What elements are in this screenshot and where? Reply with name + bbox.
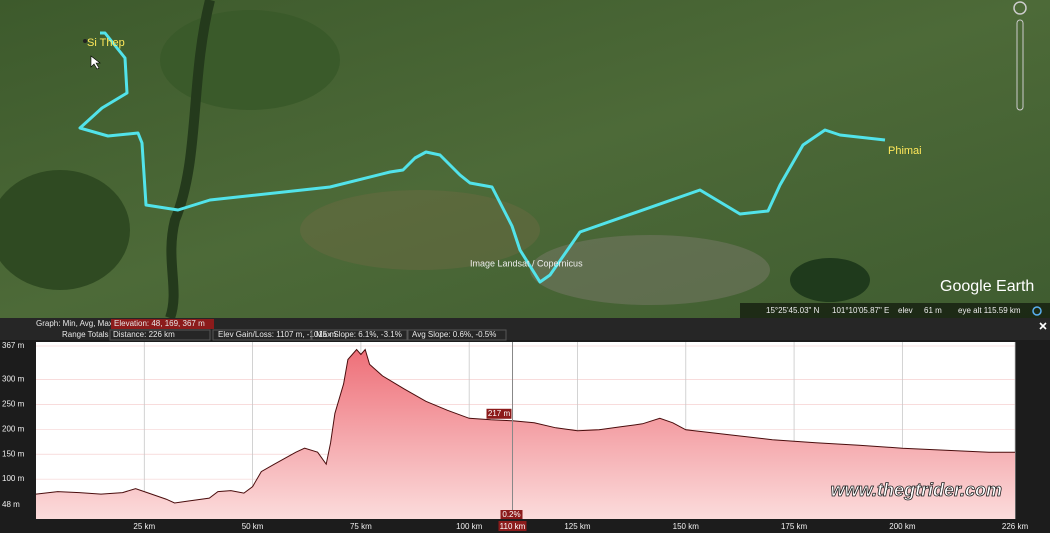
x-tick-label: 150 km	[673, 522, 700, 531]
stat-box	[109, 329, 211, 341]
elevation-profile[interactable]: 217 m 0.2%	[35, 342, 1016, 519]
stat-box	[407, 329, 507, 341]
eye-altitude: eye alt 115.59 km	[958, 306, 1021, 315]
terrain	[160, 10, 340, 110]
x-tick-label: 25 km	[133, 522, 155, 531]
elev: 61 m	[924, 306, 942, 315]
compass[interactable]	[1013, 1, 1027, 15]
close-button[interactable]	[1039, 322, 1047, 330]
y-tick-label: 200 m	[2, 424, 25, 433]
zoom-slider[interactable]	[1016, 19, 1024, 111]
reservoir	[790, 258, 870, 302]
y-tick-label: 300 m	[2, 375, 25, 384]
urban-area	[530, 235, 770, 305]
latitude: 15°25'45.03" N	[766, 306, 820, 315]
cursor-distance-box	[498, 521, 527, 531]
elev-label: elev	[898, 306, 913, 315]
x-tick-label: 175 km	[781, 522, 808, 531]
graph-label: Graph: Min, Avg, Max	[36, 319, 113, 328]
y-tick-label: 150 m	[2, 449, 25, 458]
mouse-cursor	[90, 55, 101, 70]
avg-slope: Avg Slope: 0.6%, -0.5%	[412, 330, 496, 339]
streaming-indicator	[1032, 306, 1042, 316]
y-tick-label: 250 m	[2, 399, 25, 408]
elevation-area	[36, 349, 1015, 519]
elevation-line	[35, 348, 1015, 504]
profile-header: Graph: Min, Avg, Max Elevation: 48, 169,…	[0, 318, 1050, 341]
cursor-elevation-box	[486, 408, 512, 419]
cursor-slope: 0.2%	[502, 510, 520, 519]
terrain	[300, 190, 540, 270]
route-path	[78, 31, 886, 284]
stat-box	[311, 329, 408, 341]
attribution: Image Landsat / Copernicus	[470, 258, 583, 268]
status-bar: 15°25'45.03" N 101°10'05.87" E elev 61 m…	[740, 303, 1050, 318]
elevation-box[interactable]	[111, 319, 214, 329]
header-background	[0, 318, 1050, 340]
x-tick-label: 50 km	[242, 522, 264, 531]
y-tick-label: 100 m	[2, 474, 25, 483]
watermark: www.thegtrider.com	[831, 480, 1002, 500]
y-tick-label: 367 m	[2, 341, 25, 350]
place-pin	[83, 39, 87, 43]
x-tick-label: 226 km	[1002, 522, 1029, 531]
cursor-distance: 110 km	[500, 522, 526, 531]
x-tick-label: 75 km	[350, 522, 372, 531]
river	[165, 0, 215, 320]
distance: Distance: 226 km	[113, 330, 175, 339]
gain-loss: Elev Gain/Loss: 1107 m, -1015 m	[218, 330, 336, 339]
place-label[interactable]: Si Thep	[87, 37, 125, 49]
range-label: Range Totals	[62, 330, 109, 339]
x-tick-label: 100 km	[456, 522, 483, 531]
x-tick-label: 200 km	[889, 522, 916, 531]
cursor-elevation: 217 m	[488, 409, 511, 418]
satellite-imagery	[0, 0, 1050, 318]
x-tick-label: 125 km	[564, 522, 591, 531]
stat-box	[212, 329, 312, 341]
status-background	[740, 303, 1050, 318]
map-view[interactable]: Si Thep Phimai Image Landsat / Copernicu…	[0, 0, 1050, 320]
max-slope: Max Slope: 6.1%, -3.1%	[316, 330, 402, 339]
cursor-slope-box	[500, 510, 523, 519]
logo: Google Earth	[940, 278, 1034, 295]
longitude: 101°10'05.87" E	[832, 306, 889, 315]
place-label[interactable]: Phimai	[888, 145, 922, 157]
elevation-stats: Elevation: 48, 169, 367 m	[114, 319, 205, 328]
y-tick-label: 48 m	[2, 500, 20, 509]
navigation-control[interactable]	[1013, 1, 1027, 111]
terrain	[0, 170, 130, 290]
